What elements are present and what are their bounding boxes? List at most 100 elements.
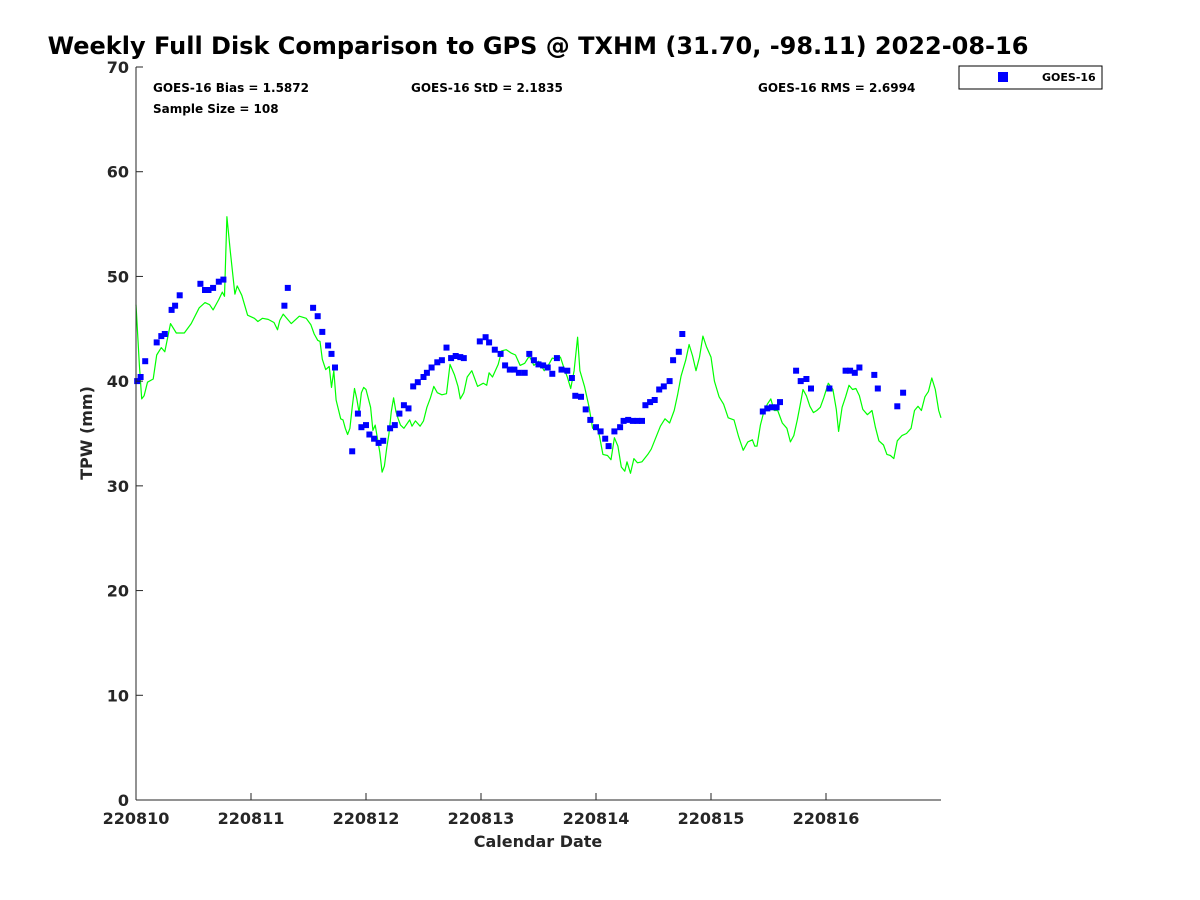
data-point	[578, 393, 584, 400]
legend: GOES-16	[958, 65, 1103, 90]
sample-size-stat: Sample Size = 108	[153, 102, 279, 116]
x-tick-label: 220812	[333, 809, 400, 828]
data-point	[168, 306, 175, 313]
y-axis-label: TPW (mm)	[77, 386, 96, 480]
data-point	[553, 355, 560, 362]
data-point	[482, 334, 489, 341]
series-points-0	[134, 276, 907, 455]
data-point	[666, 378, 673, 385]
legend-box	[958, 65, 1103, 90]
data-point	[900, 389, 907, 396]
data-point	[202, 287, 208, 293]
data-point	[375, 439, 382, 446]
data-point	[210, 284, 217, 291]
data-point	[874, 385, 881, 392]
data-point	[568, 375, 575, 381]
data-point	[593, 424, 599, 431]
data-point	[773, 404, 780, 411]
data-point	[328, 350, 335, 357]
data-point	[526, 350, 533, 357]
data-point	[856, 364, 863, 371]
data-point	[366, 431, 373, 438]
x-tick-label: 220816	[793, 809, 860, 828]
std-stat: GOES-16 StD = 2.1835	[411, 81, 563, 95]
data-point	[647, 399, 654, 406]
data-point	[281, 302, 288, 309]
data-point	[764, 405, 771, 412]
data-point	[332, 364, 338, 371]
x-axis-label: Calendar Date	[474, 832, 603, 851]
data-point	[387, 425, 394, 432]
data-point	[651, 397, 658, 403]
data-point	[486, 339, 493, 346]
data-point	[423, 369, 430, 376]
data-point	[497, 350, 504, 357]
x-tick-label: 220813	[448, 809, 515, 828]
data-point	[414, 379, 421, 386]
data-point	[349, 448, 356, 455]
data-point	[656, 386, 663, 393]
data-point	[405, 405, 412, 412]
y-tick-label: 50	[107, 267, 129, 286]
data-point	[457, 354, 464, 361]
data-point	[153, 339, 160, 346]
data-point	[871, 371, 878, 378]
data-point	[540, 362, 547, 369]
data-point	[443, 344, 450, 351]
data-point	[391, 422, 398, 429]
data-point	[675, 348, 682, 355]
data-point	[625, 416, 632, 423]
data-point	[660, 383, 667, 390]
data-point	[502, 362, 509, 369]
data-point	[759, 408, 766, 415]
data-point	[284, 284, 291, 291]
data-point	[354, 410, 361, 417]
data-point	[310, 304, 317, 311]
data-point	[768, 404, 775, 411]
data-point	[797, 378, 804, 385]
rms-stat: GOES-16 RMS = 2.6994	[758, 81, 915, 95]
data-point	[564, 367, 571, 374]
data-point	[558, 366, 565, 373]
data-point	[894, 403, 901, 410]
data-point	[670, 357, 677, 364]
data-point	[491, 346, 498, 353]
data-point	[587, 416, 594, 423]
data-point	[476, 338, 483, 345]
data-point	[420, 374, 427, 380]
y-tick-label: 10	[107, 686, 129, 705]
data-point	[142, 358, 149, 365]
data-point	[314, 313, 321, 320]
data-point	[605, 443, 612, 450]
data-point	[803, 376, 810, 382]
data-point	[530, 357, 537, 364]
data-point	[400, 402, 407, 409]
data-point	[460, 355, 467, 362]
data-point	[549, 370, 556, 377]
data-point	[826, 385, 833, 392]
data-point	[158, 333, 165, 340]
data-point	[511, 366, 518, 373]
data-point	[438, 357, 445, 364]
x-tick-label: 220815	[678, 809, 745, 828]
data-point	[358, 424, 365, 431]
data-point	[410, 383, 417, 390]
data-point	[396, 410, 403, 417]
y-tick-label: 20	[107, 582, 129, 601]
data-point	[319, 328, 326, 335]
plot-area: 0 10 20 30 40 50 60 70 220810 220811 220812 220813 2…	[103, 58, 942, 828]
data-point	[634, 417, 641, 424]
data-point	[205, 287, 212, 293]
data-point	[617, 424, 624, 431]
data-point	[380, 437, 387, 444]
legend-label-goes16: GOES-16	[1042, 71, 1096, 84]
data-point	[535, 361, 542, 368]
data-point	[602, 435, 609, 442]
data-point	[521, 369, 528, 376]
y-tick-label: 40	[107, 372, 129, 391]
data-point	[325, 342, 332, 349]
data-point	[572, 392, 579, 399]
data-point	[176, 292, 183, 299]
